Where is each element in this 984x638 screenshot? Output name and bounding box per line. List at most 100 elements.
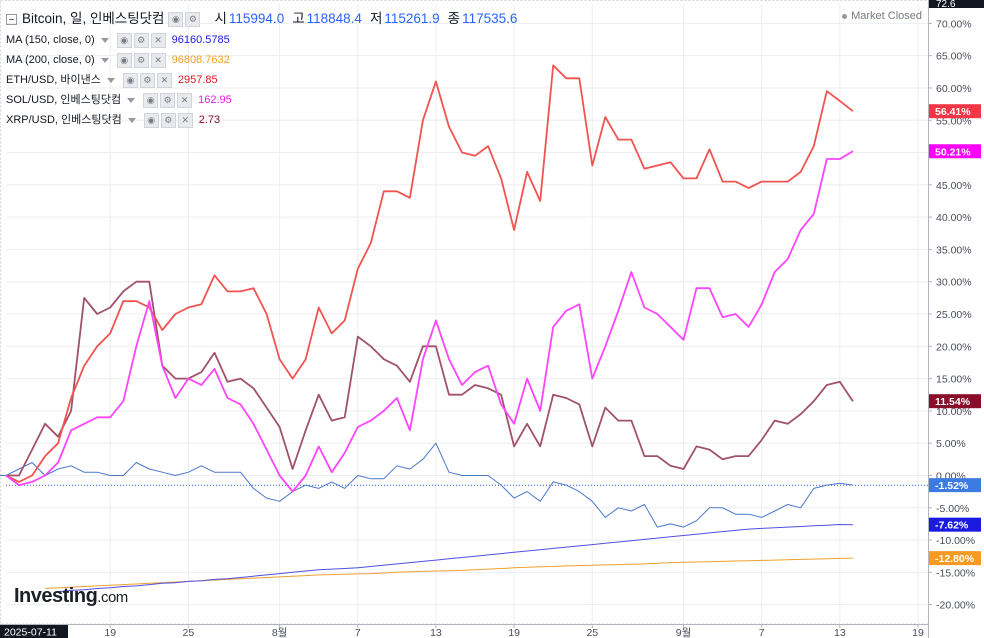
- eye-icon[interactable]: ◉: [143, 112, 159, 128]
- chart-series: [0, 64, 854, 593]
- chart-legend: Bitcoin, 일, 인베스팅닷컴 ◉ ⚙ 시 115994.0 고 118848.…: [6, 8, 517, 130]
- high-key: 고: [292, 11, 305, 26]
- y-tick-label: 55.00%: [936, 115, 972, 127]
- symbol-controls[interactable]: ◉ ⚙: [168, 11, 201, 27]
- chevron-down-icon[interactable]: [100, 37, 109, 43]
- logo-suffix: .com: [97, 589, 128, 606]
- legend-controls[interactable]: ◉ ⚙ ✕: [122, 72, 172, 88]
- end-label-bg: [929, 478, 981, 493]
- series-line-bitcoin: [0, 442, 853, 528]
- eye-icon[interactable]: ◉: [116, 52, 132, 68]
- end-label-bg: [929, 517, 981, 532]
- end-label-bg: [929, 551, 981, 566]
- legend-value: 96160.5785: [171, 34, 230, 46]
- legend-value: 96808.7632: [171, 54, 230, 66]
- x-tick-label: 19: [104, 627, 116, 638]
- eye-icon[interactable]: ◉: [116, 32, 132, 48]
- end-label-bg: [929, 104, 981, 119]
- legend-item-ma200[interactable]: MA (200, close, 0) ◉ ⚙ ✕ 96808.7632: [6, 50, 517, 70]
- legend-label: MA (150, close, 0): [6, 34, 95, 46]
- y-tick-label: 40.00%: [936, 212, 972, 224]
- legend-label: XRP/USD, 인베스팅닷컴: [6, 114, 122, 126]
- legend-controls[interactable]: ◉ ⚙ ✕: [116, 52, 166, 68]
- eye-icon[interactable]: ◉: [143, 92, 159, 108]
- open-key: 시: [214, 11, 227, 26]
- gear-icon[interactable]: ⚙: [139, 72, 155, 88]
- gear-icon[interactable]: ⚙: [185, 11, 201, 27]
- y-top-marker: [929, 0, 984, 8]
- legend-controls[interactable]: ◉ ⚙ ✕: [143, 92, 193, 108]
- close-icon[interactable]: ✕: [177, 112, 193, 128]
- legend-label: MA (200, close, 0): [6, 54, 95, 66]
- legend-item-sol[interactable]: SOL/USD, 인베스팅닷컴 ◉ ⚙ ✕ 162.95: [6, 90, 517, 110]
- chevron-down-icon[interactable]: [127, 117, 136, 123]
- series-line-xrp-usd-: [6, 280, 854, 477]
- close-icon[interactable]: ✕: [150, 32, 166, 48]
- price-axis[interactable]: 70.00%65.00%60.00%55.00%50.00%45.00%40.0…: [928, 0, 984, 612]
- y-tick-label: 45.00%: [936, 180, 972, 192]
- x-tick-label: 19: [912, 627, 924, 638]
- series-line-sol-usd-: [5, 150, 854, 493]
- end-label-bg: [929, 144, 981, 159]
- y-tick-label: 35.00%: [936, 244, 972, 256]
- end-label: 50.21%: [935, 146, 971, 158]
- legend-controls[interactable]: ◉ ⚙ ✕: [143, 112, 193, 128]
- close-icon[interactable]: ✕: [150, 52, 166, 68]
- gear-icon[interactable]: ⚙: [133, 32, 149, 48]
- market-status: Market Closed: [842, 10, 922, 22]
- x-date-marker: [0, 625, 68, 638]
- x-tick-label: 8월: [272, 627, 288, 638]
- low-key: 저: [369, 11, 383, 26]
- chevron-down-icon[interactable]: [106, 77, 115, 83]
- legend-label: ETH/USD, 바이낸스: [6, 74, 101, 86]
- close-icon[interactable]: ✕: [156, 72, 172, 88]
- time-axis[interactable]: 2025-07-11 19 25 8월 7 13 19 25 9월 7 13 19: [0, 624, 924, 638]
- legend-value: 162.95: [198, 94, 232, 106]
- open-value: 115994.0: [228, 11, 285, 26]
- legend-controls[interactable]: ◉ ⚙ ✕: [116, 32, 166, 48]
- y-tick-label: -5.00%: [936, 503, 969, 515]
- chevron-down-icon[interactable]: [127, 97, 136, 103]
- y-tick-label: -10.00%: [936, 535, 975, 547]
- end-label: 56.41%: [935, 106, 971, 118]
- legend-item-ma150[interactable]: MA (150, close, 0) ◉ ⚙ ✕ 96160.5785: [6, 30, 517, 50]
- y-tick-label: -20.00%: [936, 600, 975, 612]
- symbol-title: Bitcoin, 일, 인베스팅닷컴: [22, 11, 165, 26]
- series-end-labels: 56.41% 50.21% 11.54% -1.52% -7.62% -12.80%: [929, 104, 981, 566]
- x-tick-label: 9월: [676, 627, 692, 638]
- legend-item-xrp[interactable]: XRP/USD, 인베스팅닷컴 ◉ ⚙ ✕ 2.73: [6, 110, 517, 130]
- gear-icon[interactable]: ⚙: [133, 52, 149, 68]
- y-tick-label: 20.00%: [936, 341, 972, 353]
- plot-frame: [0, 0, 929, 625]
- chevron-down-icon[interactable]: [100, 57, 109, 63]
- y-tick-label: 65.00%: [936, 51, 972, 63]
- series-line-ma-150-close-0-: [58, 524, 853, 593]
- close-key: 종: [447, 11, 461, 26]
- x-tick-label: 13: [834, 627, 846, 638]
- x-tick-label: 25: [183, 627, 195, 638]
- y-tick-label: -15.00%: [936, 567, 975, 579]
- eye-icon[interactable]: ◉: [168, 11, 184, 27]
- legend-label: SOL/USD, 인베스팅닷컴: [6, 94, 122, 106]
- eye-icon[interactable]: ◉: [122, 72, 138, 88]
- market-status-text: Market Closed: [851, 10, 922, 22]
- y-tick-label: 60.00%: [936, 83, 972, 95]
- y-tick-label: 70.00%: [936, 18, 972, 30]
- investing-logo: Investing.com: [14, 585, 128, 608]
- x-tick-label: 2025-07-11: [4, 627, 57, 638]
- end-label: -12.80%: [935, 553, 975, 565]
- legend-value: 2957.85: [177, 74, 218, 86]
- main-symbol-row[interactable]: Bitcoin, 일, 인베스팅닷컴 ◉ ⚙ 시 115994.0 고 118848.…: [6, 8, 517, 30]
- x-tick-label: 13: [430, 627, 442, 638]
- gear-icon[interactable]: ⚙: [160, 112, 176, 128]
- legend-item-eth[interactable]: ETH/USD, 바이낸스 ◉ ⚙ ✕ 2957.85: [6, 70, 517, 90]
- close-icon[interactable]: ✕: [177, 92, 193, 108]
- collapse-icon[interactable]: [6, 13, 17, 25]
- y-tick-label: 30.00%: [936, 277, 972, 289]
- gear-icon[interactable]: ⚙: [160, 92, 176, 108]
- x-tick-label: 7: [759, 627, 765, 638]
- status-dot-icon: [842, 13, 848, 19]
- logo-brand: Investing: [14, 585, 98, 607]
- x-tick-label: 19: [508, 627, 520, 638]
